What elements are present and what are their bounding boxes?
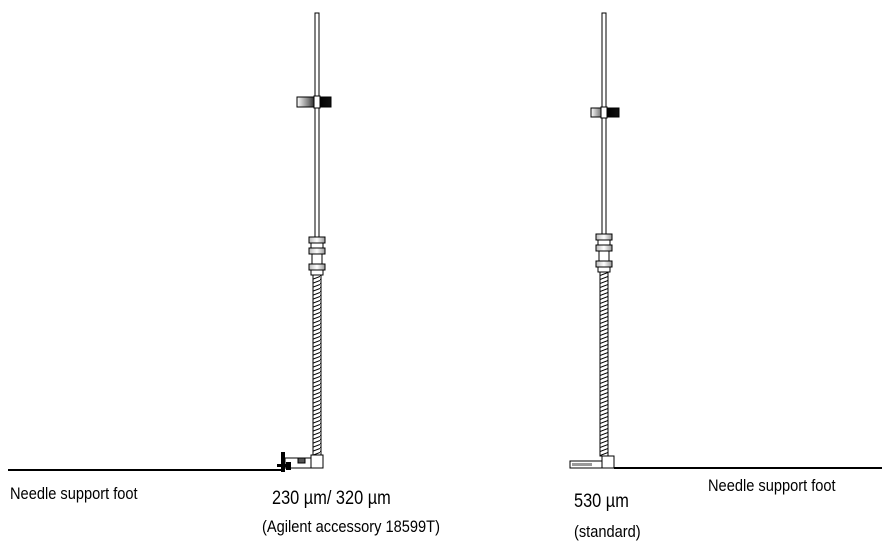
right-clamp [590, 106, 620, 119]
right-standard-label: (standard) [574, 522, 641, 541]
right-needle-size-label: 530 µm [574, 491, 629, 512]
left-accessory-label: (Agilent accessory 18599T) [262, 517, 440, 536]
left-spring [312, 274, 322, 459]
right-spring [599, 271, 609, 457]
right-needle-assembly [569, 12, 882, 469]
left-ferrule [308, 236, 326, 276]
left-upper-rod [314, 12, 320, 239]
left-support-foot [277, 452, 324, 472]
right-ferrule [595, 233, 613, 273]
left-foot-label: Needle support foot [10, 484, 138, 503]
left-clamp [296, 95, 332, 109]
right-support-foot [569, 455, 615, 469]
left-needle-assembly [8, 12, 332, 472]
right-foot-label: Needle support foot [708, 476, 836, 495]
right-upper-rod [601, 12, 607, 236]
left-needle-size-label: 230 µm/ 320 µm [272, 488, 391, 509]
